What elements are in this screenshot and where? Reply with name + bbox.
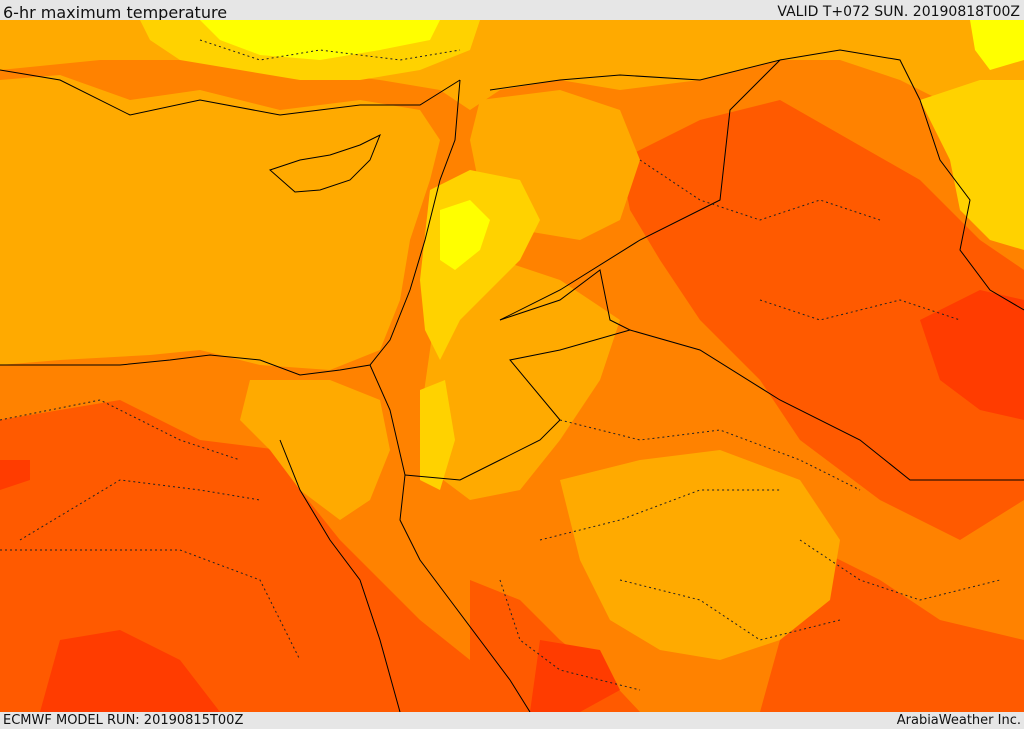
header-bar: 6-hr maximum temperature VALID T+072 SUN… xyxy=(0,0,1024,22)
province-line-3 xyxy=(0,549,301,661)
temp-zone-amber-sea xyxy=(0,75,440,370)
temp-zone-yellow-lebanon xyxy=(440,200,490,270)
temp-zone-red-egypt xyxy=(40,630,220,712)
temp-zone-yellow-jordan-rift xyxy=(420,380,455,490)
province-line-7 xyxy=(639,159,881,221)
province-line-5 xyxy=(539,489,780,541)
temperature-map xyxy=(0,20,1024,712)
model-run-label: ECMWF MODEL RUN: 20190815T00Z xyxy=(3,713,244,728)
border-iraq-iran xyxy=(779,49,1024,311)
border-redsea-west xyxy=(279,439,401,712)
credit-label: ArabiaWeather Inc. xyxy=(896,713,1021,728)
province-line-8 xyxy=(759,299,961,321)
map-title: 6-hr maximum temperature xyxy=(3,3,228,22)
temp-zone-dark-orange-southwest xyxy=(0,400,520,712)
border-coast-levant xyxy=(0,79,461,376)
footer-bar: ECMWF MODEL RUN: 20190815T00Z ArabiaWeat… xyxy=(0,712,1024,729)
temp-zone-amber-arabia xyxy=(560,450,840,660)
country-borders xyxy=(0,49,1024,712)
province-line-11 xyxy=(499,579,641,691)
province-line-1 xyxy=(0,399,241,461)
border-iraq-saudi xyxy=(629,329,1024,481)
province-line-4 xyxy=(559,419,861,491)
province-line-2 xyxy=(19,479,261,541)
border-syria-iraq xyxy=(489,59,782,321)
temp-zone-light-orange-northeast xyxy=(920,80,1024,250)
temp-zone-red-west xyxy=(0,460,30,490)
province-line-10 xyxy=(799,539,1001,601)
temperature-map-svg xyxy=(0,20,1024,712)
border-turkey-coast xyxy=(0,69,461,116)
temp-zone-red-iraq xyxy=(920,290,1024,420)
temp-zone-yellow-turkey xyxy=(200,20,440,60)
border-redsea-east xyxy=(399,474,531,712)
border-egypt-israel xyxy=(369,364,406,476)
temp-zone-amber-sinai xyxy=(240,380,390,520)
province-line-6 xyxy=(619,579,841,641)
border-jordan-saudi xyxy=(404,269,632,481)
temp-zone-amber-jordan xyxy=(420,260,620,500)
temp-zone-yellow-northeast xyxy=(970,20,1024,70)
valid-time: VALID T+072 SUN. 20190818T00Z xyxy=(777,4,1020,20)
temp-zone-red-south xyxy=(530,640,620,712)
province-boundaries xyxy=(0,39,1001,691)
cyprus-outline xyxy=(269,133,381,193)
